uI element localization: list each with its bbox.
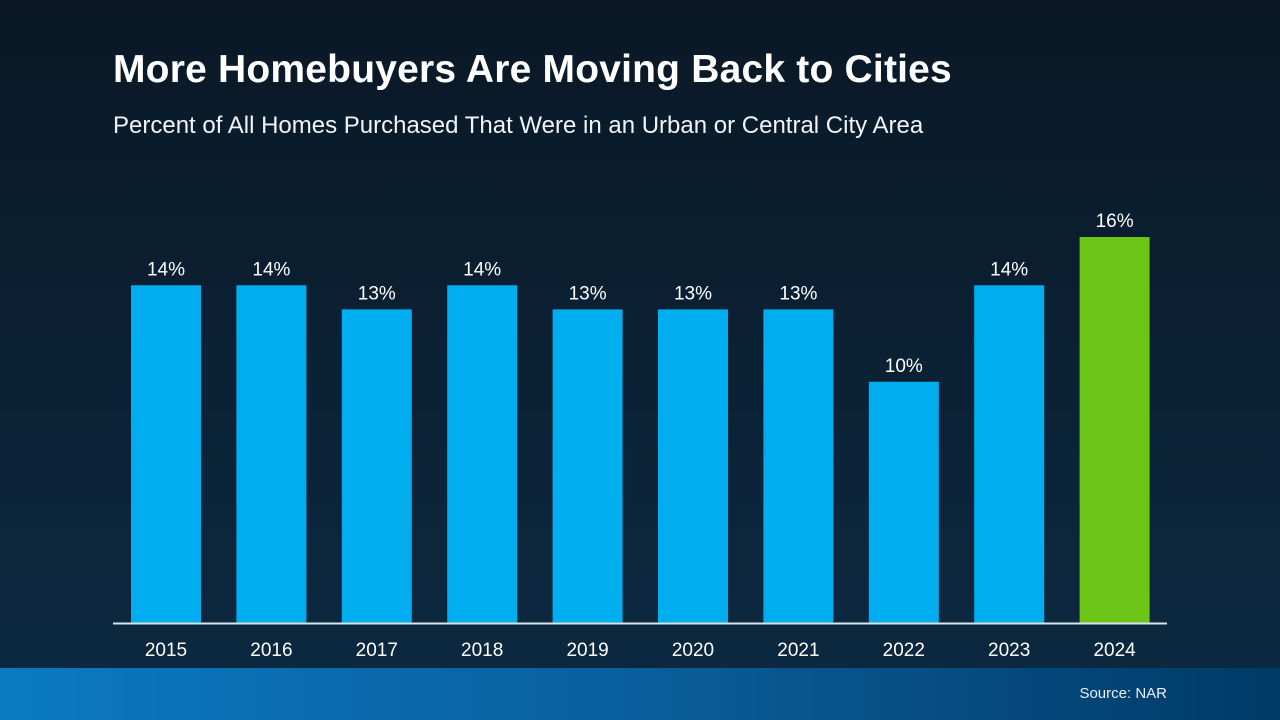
bar-2018: [447, 285, 518, 623]
data-label-2022: 10%: [885, 356, 923, 377]
chart-subtitle: Percent of All Homes Purchased That Were…: [113, 112, 924, 139]
x-tick-label-2017: 2017: [356, 640, 398, 661]
bar-2020: [658, 309, 728, 623]
bar-2016: [236, 285, 307, 623]
x-tick-label-2018: 2018: [461, 640, 503, 661]
bar-2015: [131, 285, 201, 623]
bar-chart: 14% 2015 14% 2016 13% 2017 14% 2018 13% 2019 13% 20…: [113, 211, 1167, 661]
x-tick-label-2022: 2022: [883, 640, 925, 661]
data-label-2018: 14%: [463, 259, 501, 280]
x-tick-label-2020: 2020: [672, 640, 714, 661]
source-note: Source: NAR: [1079, 685, 1167, 702]
data-label-2019: 13%: [569, 283, 607, 304]
data-label-2015: 14%: [147, 259, 185, 280]
data-label-2021: 13%: [779, 283, 817, 304]
x-tick-label-2019: 2019: [566, 640, 608, 661]
data-label-2023: 14%: [990, 259, 1028, 280]
data-label-2016: 14%: [252, 259, 290, 280]
bar-2023: [974, 285, 1045, 623]
footer-band: Source: NAR: [0, 668, 1280, 720]
chart-title: More Homebuyers Are Moving Back to Citie…: [113, 48, 952, 91]
bar-2021: [763, 309, 834, 623]
data-label-2024: 16%: [1096, 211, 1134, 232]
data-label-2017: 13%: [358, 283, 396, 304]
x-tick-label-2024: 2024: [1093, 640, 1136, 661]
x-tick-label-2015: 2015: [145, 640, 187, 661]
bar-2017: [341, 309, 412, 623]
data-label-2020: 13%: [674, 283, 712, 304]
x-tick-label-2016: 2016: [250, 640, 292, 661]
bar-2019: [552, 309, 623, 623]
bar-2022: [868, 381, 939, 623]
x-tick-label-2021: 2021: [777, 640, 819, 661]
bar-2024: [1079, 237, 1150, 623]
x-tick-label-2023: 2023: [988, 640, 1030, 661]
